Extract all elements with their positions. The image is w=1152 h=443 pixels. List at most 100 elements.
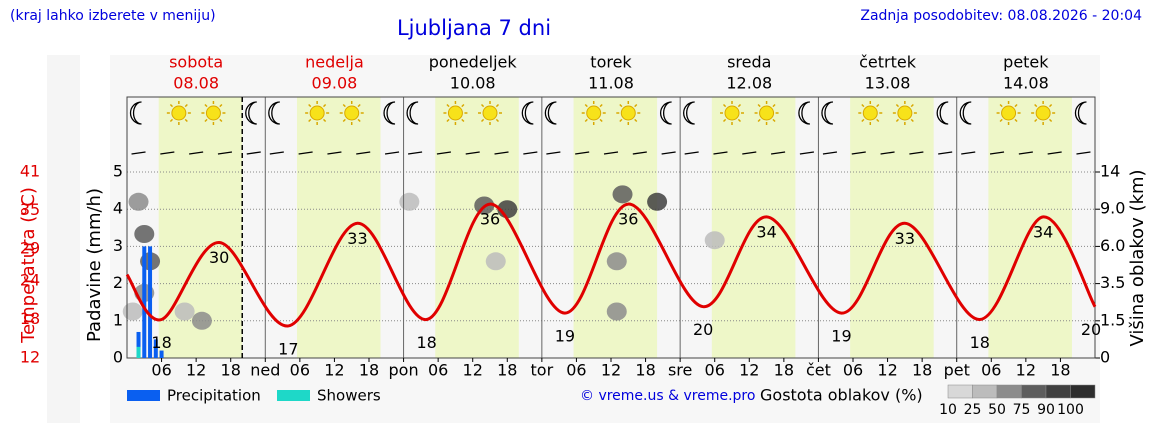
wind-barb bbox=[661, 151, 676, 155]
daylight-band bbox=[435, 97, 519, 358]
cloud-cell bbox=[606, 302, 627, 321]
sun-ray bbox=[357, 118, 361, 123]
cloud-cell bbox=[399, 192, 420, 211]
temperature-label: 36 bbox=[618, 210, 638, 229]
sun-ray bbox=[1048, 118, 1053, 123]
sun-ray bbox=[1034, 103, 1038, 108]
sun-ray bbox=[1048, 103, 1053, 108]
day-date: 14.08 bbox=[1003, 74, 1049, 93]
wind-barb bbox=[1076, 151, 1091, 155]
temperature-label: 18 bbox=[151, 333, 171, 352]
temperature-axis-title: Temperatura (°C) bbox=[18, 187, 39, 344]
sun-ray bbox=[737, 118, 742, 123]
sun-ray bbox=[461, 118, 465, 123]
sun-ray bbox=[599, 118, 603, 123]
sun-ray bbox=[495, 103, 500, 108]
sun-icon bbox=[171, 105, 187, 121]
y2-tick-label: 3.5 bbox=[1100, 273, 1125, 292]
legend-label: Precipitation bbox=[167, 387, 261, 405]
wind-barb bbox=[131, 151, 146, 155]
cloud-legend-label: 50 bbox=[988, 402, 1006, 418]
x-tick-label: 18 bbox=[774, 361, 794, 380]
sun-ray bbox=[910, 103, 914, 108]
x-tick-label: 12 bbox=[1016, 361, 1036, 380]
moon-icon bbox=[521, 101, 534, 125]
wind-barb bbox=[603, 151, 619, 155]
wind-barb bbox=[494, 151, 509, 155]
moon-icon bbox=[544, 101, 557, 125]
moon-icon bbox=[660, 101, 672, 125]
sun-ray bbox=[999, 118, 1003, 123]
legend-label: Showers bbox=[317, 387, 381, 405]
x-tick-label: 18 bbox=[635, 361, 655, 380]
chart-title: Ljubljana 7 dni bbox=[397, 16, 551, 40]
sun-ray bbox=[584, 103, 588, 108]
cloud-cell bbox=[122, 302, 143, 321]
sun-ray bbox=[1014, 118, 1018, 123]
sun-ray bbox=[446, 118, 450, 123]
wind-barb bbox=[160, 151, 175, 155]
x-tick-label: 12 bbox=[463, 361, 483, 380]
sun-ray bbox=[876, 103, 880, 108]
sun-ray bbox=[322, 103, 327, 108]
day-date: 11.08 bbox=[588, 74, 634, 93]
sun-ray bbox=[480, 118, 485, 123]
sun-icon bbox=[724, 105, 740, 121]
x-tick-label: 12 bbox=[601, 361, 621, 380]
day-name: sreda bbox=[727, 53, 771, 72]
wind-barb bbox=[938, 151, 953, 155]
cloud-legend-box bbox=[1070, 384, 1096, 399]
wind-barb bbox=[523, 151, 538, 155]
cloud-cell bbox=[134, 225, 155, 243]
day-name: ponedeljek bbox=[429, 53, 518, 72]
sun-ray bbox=[219, 103, 223, 108]
day-name: sobota bbox=[169, 53, 223, 72]
x-tick-label: 06 bbox=[428, 361, 448, 380]
y-tick-label: 4 bbox=[113, 199, 123, 218]
wind-barb bbox=[880, 151, 895, 155]
sun-ray bbox=[184, 103, 188, 108]
y2-axis-title: Višina oblakov (km) bbox=[1127, 169, 1148, 346]
temperature-tick-label: 12 bbox=[20, 348, 40, 367]
left-panel bbox=[47, 55, 80, 423]
wind-barb bbox=[684, 151, 699, 155]
temperature-label: 19 bbox=[831, 327, 851, 346]
day-name: petek bbox=[1003, 53, 1049, 72]
sun-ray bbox=[322, 118, 327, 123]
updated: Zadnja posodobitev: 08.08.2026 - 20:04 bbox=[860, 8, 1142, 24]
sun-ray bbox=[480, 103, 485, 108]
precip-bar bbox=[153, 339, 158, 358]
sun-ray bbox=[757, 103, 761, 108]
wind-barb bbox=[713, 151, 728, 155]
wind-barb bbox=[961, 151, 976, 155]
sun-ray bbox=[999, 103, 1003, 108]
day-name: nedelja bbox=[305, 53, 364, 72]
cloud-cell bbox=[128, 192, 149, 211]
wind-barb bbox=[632, 151, 647, 155]
cloud-legend-box bbox=[996, 384, 1022, 399]
temperature-label: 33 bbox=[347, 229, 367, 248]
wind-barb bbox=[298, 151, 313, 155]
temperature-tick-label: 24 bbox=[20, 271, 40, 290]
sun-ray bbox=[446, 103, 450, 108]
wind-barb bbox=[327, 151, 342, 155]
x-tick-label: pon bbox=[389, 361, 419, 380]
wind-barb bbox=[189, 151, 204, 155]
sun-icon bbox=[862, 105, 878, 121]
sun-ray bbox=[619, 118, 623, 123]
sun-ray bbox=[584, 118, 588, 123]
sun-icon bbox=[447, 105, 463, 121]
sun-icon bbox=[205, 105, 221, 121]
cloud-cell bbox=[485, 252, 506, 271]
cloud-cell bbox=[612, 185, 633, 204]
temperature-label: 17 bbox=[278, 339, 298, 358]
sun-ray bbox=[876, 118, 880, 123]
temperature-tick-label: 29 bbox=[20, 238, 40, 257]
sun-ray bbox=[772, 103, 776, 108]
cloud-legend-label: 100 bbox=[1057, 402, 1084, 418]
wind-barb bbox=[742, 151, 757, 155]
legend-swatch bbox=[127, 390, 160, 401]
x-tick-label: 06 bbox=[843, 361, 863, 380]
sun-ray bbox=[634, 118, 638, 123]
